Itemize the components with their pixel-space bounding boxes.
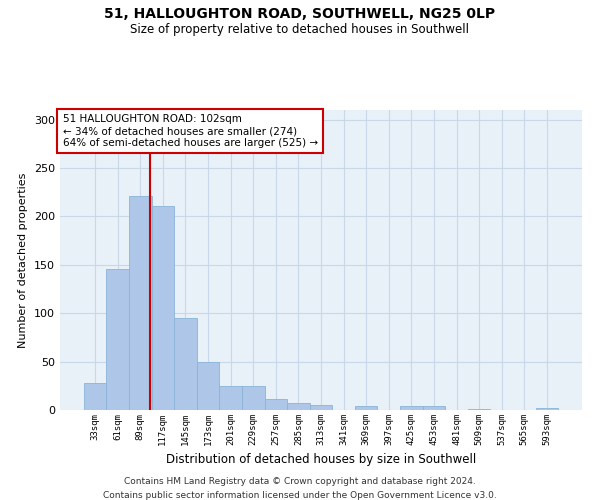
Bar (400, 406, 422, 410)
Y-axis label: Number of detached properties: Number of detached properties (19, 172, 28, 348)
Bar (106, 268, 129, 410)
Bar (242, 386, 265, 410)
Bar (197, 362, 220, 410)
Text: Contains HM Land Registry data © Crown copyright and database right 2024.: Contains HM Land Registry data © Crown c… (124, 478, 476, 486)
Bar (355, 406, 377, 410)
Bar (220, 386, 242, 410)
Bar (310, 405, 332, 410)
Bar (174, 318, 197, 410)
Bar (265, 400, 287, 410)
Text: Contains public sector information licensed under the Open Government Licence v3: Contains public sector information licen… (103, 491, 497, 500)
Bar (536, 408, 558, 410)
Bar (287, 403, 310, 410)
Text: Size of property relative to detached houses in Southwell: Size of property relative to detached ho… (131, 22, 470, 36)
Text: Distribution of detached houses by size in Southwell: Distribution of detached houses by size … (166, 452, 476, 466)
Bar (152, 206, 174, 410)
Text: 51 HALLOUGHTON ROAD: 102sqm
← 34% of detached houses are smaller (274)
64% of se: 51 HALLOUGHTON ROAD: 102sqm ← 34% of det… (62, 114, 318, 148)
Bar (422, 406, 445, 410)
Text: 51, HALLOUGHTON ROAD, SOUTHWELL, NG25 0LP: 51, HALLOUGHTON ROAD, SOUTHWELL, NG25 0L… (104, 8, 496, 22)
Bar (468, 409, 490, 410)
Bar (84, 383, 106, 410)
Bar (129, 196, 152, 410)
